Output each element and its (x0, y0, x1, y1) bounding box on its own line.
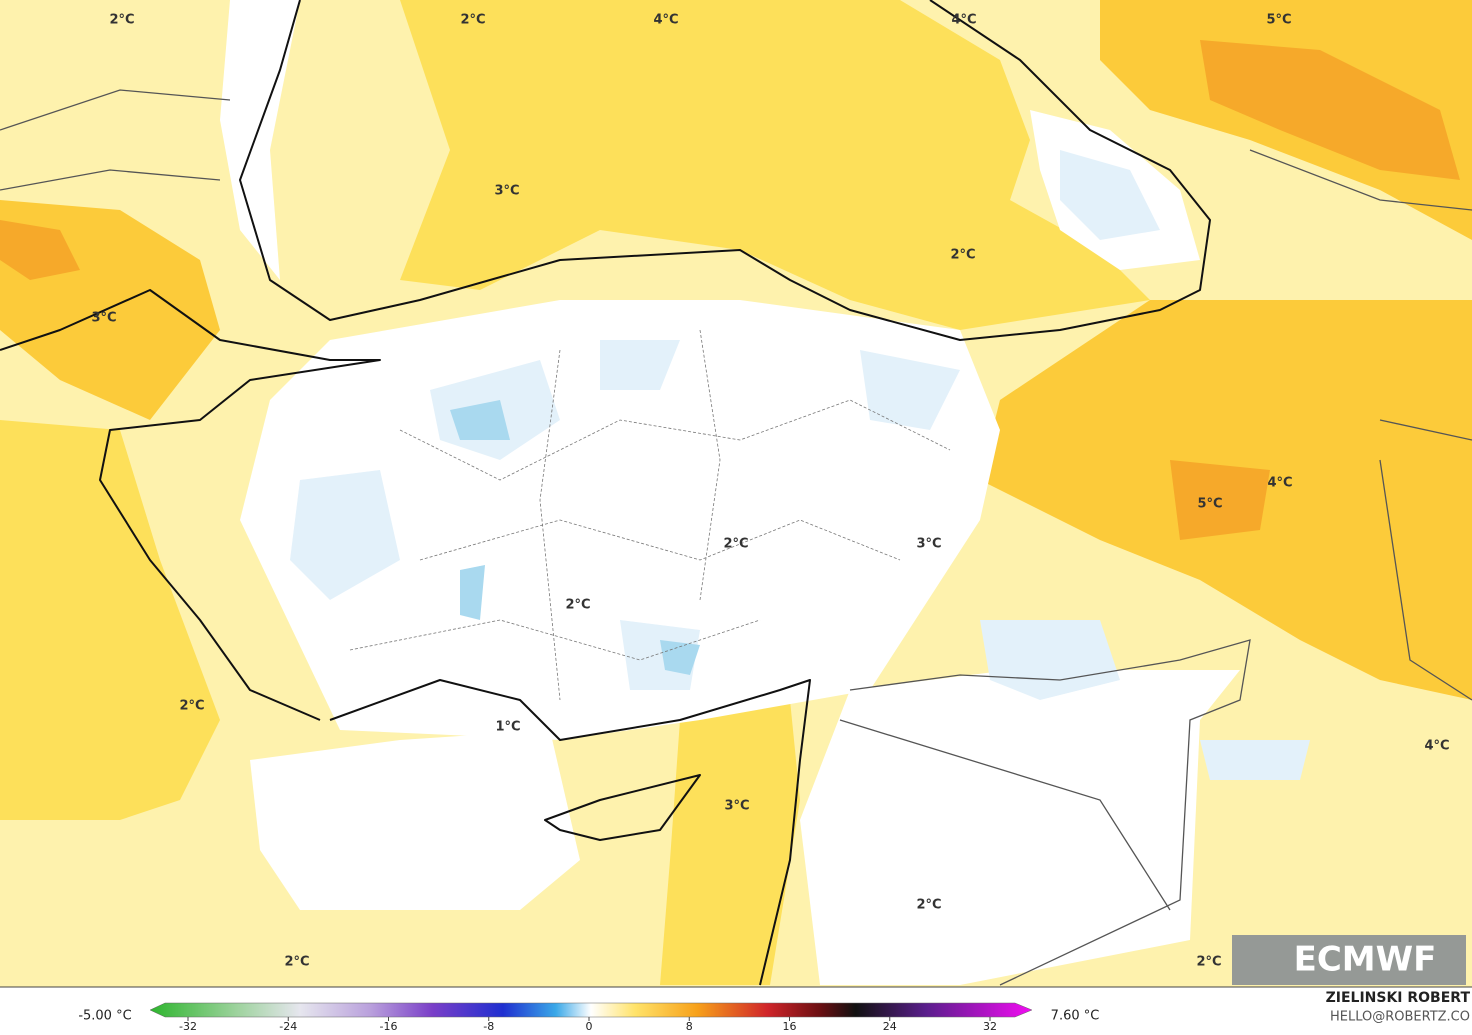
temperature-label: 4°C (1424, 739, 1449, 754)
temperature-label: 3°C (91, 311, 116, 326)
cold-area (980, 620, 1310, 780)
colorbar-tick-label: -8 (483, 1020, 494, 1033)
colorbar (149, 1002, 1033, 1018)
temperature-label: 3°C (724, 799, 749, 814)
colorbar-tick-label: 16 (783, 1020, 797, 1033)
warm-area (0, 420, 220, 820)
temperature-label: 2°C (950, 248, 975, 263)
logo-box (1232, 935, 1466, 985)
temperature-label: 5°C (1266, 13, 1291, 28)
temperature-label: 2°C (284, 955, 309, 970)
colorbar-tick-label: -16 (380, 1020, 398, 1033)
coastline (544, 774, 701, 841)
colorbar-min: -5.00 °C (78, 1009, 131, 1024)
cool-area (240, 300, 1000, 740)
colorbar-tick-label: 8 (686, 1020, 693, 1033)
cool-area (250, 730, 580, 910)
coastline (239, 0, 1211, 341)
cold-area (1060, 150, 1160, 240)
hot-area (1200, 40, 1460, 180)
temperature-label: 4°C (1267, 476, 1292, 491)
temperature-label: 2°C (460, 13, 485, 28)
temperature-label: 2°C (723, 537, 748, 552)
border (849, 639, 1251, 986)
contour (349, 329, 951, 701)
colorbar-tick-label: 24 (883, 1020, 897, 1033)
temperature-label: 1°C (495, 720, 520, 735)
temperature-label: 3°C (494, 184, 519, 199)
temperature-label: 2°C (179, 699, 204, 714)
hot-area (0, 220, 80, 280)
temperature-label: 5°C (1197, 497, 1222, 512)
temperature-label: 2°C (916, 898, 941, 913)
cool-area (800, 670, 1240, 985)
hot-area (1170, 460, 1270, 540)
logo: ECMWF (1294, 940, 1437, 980)
warm-area (400, 0, 1150, 330)
temperature-label: 4°C (653, 13, 678, 28)
colorbar-max: 7.60 °C (1051, 1009, 1100, 1024)
colorbar-tick-label: 32 (983, 1020, 997, 1033)
colorbar-tick-label: -32 (179, 1020, 197, 1033)
temperature-label: 4°C (951, 13, 976, 28)
temperature-label: 2°C (1196, 955, 1221, 970)
colorbar-tick-label: -24 (279, 1020, 297, 1033)
warm-area (660, 700, 800, 985)
coastline (0, 289, 381, 721)
border (0, 89, 1472, 911)
temperature-label: 3°C (916, 537, 941, 552)
temperature-label: 2°C (109, 13, 134, 28)
map: ECMWF 2°C 2°C 4°C 4°C 5°C 3°C 2°C 3°C 5°C 4°C 2°C 3… (0, 0, 1472, 987)
temperature-label: 2°C (565, 598, 590, 613)
coastline (329, 679, 811, 986)
contact: HELLO@ROBERTZ.CO (1330, 1010, 1470, 1025)
colder-area (450, 400, 700, 675)
colorbar-tick-label: 0 (586, 1020, 593, 1033)
author: ZIELINSKI ROBERT (1326, 990, 1471, 1006)
